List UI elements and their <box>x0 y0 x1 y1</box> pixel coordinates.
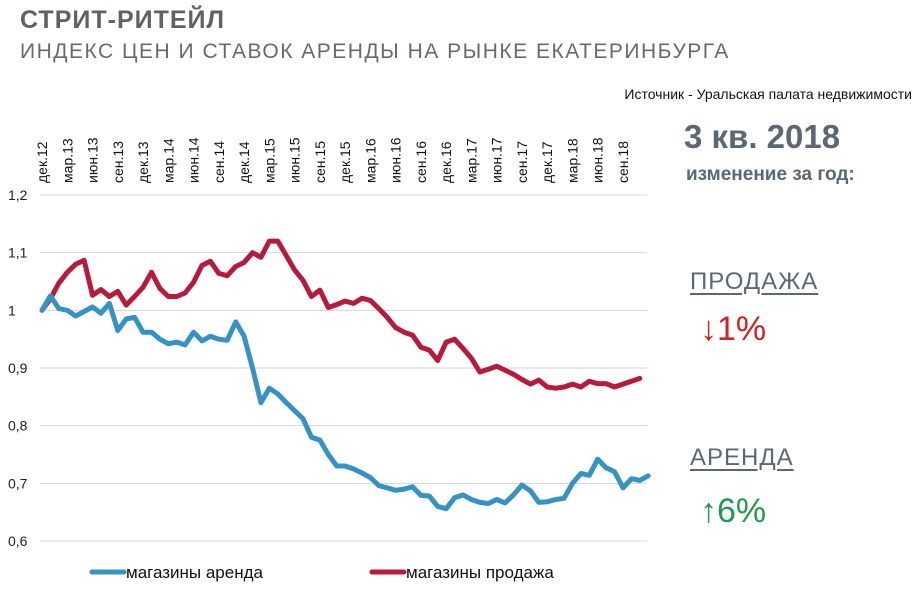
y-tick-label: 1,1 <box>8 245 28 261</box>
source-note: Источник - Уральская палата недвижимости <box>624 86 912 102</box>
x-tick-label: июн.14 <box>186 137 202 183</box>
change-label: изменение за год: <box>686 164 855 185</box>
series-line-rent <box>39 293 651 512</box>
page-title: СТРИТ-РИТЕЙЛ <box>20 6 226 34</box>
y-tick-label: 0,8 <box>8 418 28 434</box>
x-tick-label: сен.15 <box>312 141 328 183</box>
x-tick-label: июн.18 <box>590 137 606 183</box>
sale-change: ↓1% <box>700 310 766 349</box>
y-tick-label: 1 <box>8 302 16 318</box>
x-tick-label: мар.14 <box>160 138 176 183</box>
x-tick-label: мар.16 <box>362 138 378 183</box>
x-tick-label: июн.15 <box>287 137 303 183</box>
y-tick-label: 0,9 <box>8 360 28 376</box>
x-tick-label: дек.13 <box>135 141 151 183</box>
legend-label: магазины продажа <box>406 563 554 582</box>
x-tick-label: июн.17 <box>489 137 505 183</box>
series-line-sale <box>39 238 643 391</box>
period-label: 3 кв. 2018 <box>684 118 841 155</box>
x-tick-label: сен.13 <box>110 141 126 183</box>
x-tick-label: дек.12 <box>34 141 50 183</box>
y-tick-label: 0,6 <box>8 533 28 549</box>
sale-change-value: 1% <box>717 310 767 348</box>
x-tick-label: дек.15 <box>337 141 353 183</box>
x-tick-label: сен.16 <box>413 141 429 183</box>
x-tick-label: дек.17 <box>539 141 555 183</box>
x-tick-label: июн.16 <box>388 137 404 183</box>
page-subtitle: ИНДЕКС ЦЕН И СТАВОК АРЕНДЫ НА РЫНКЕ ЕКАТ… <box>20 40 730 63</box>
x-tick-label: мар.17 <box>463 138 479 183</box>
x-tick-label: мар.15 <box>261 138 277 183</box>
x-tick-label: сен.17 <box>514 141 530 183</box>
x-tick-label: дек.16 <box>438 141 454 183</box>
x-tick-label: дек.14 <box>236 141 252 183</box>
x-tick-label: сен.14 <box>211 141 227 183</box>
x-tick-label: сен.18 <box>615 141 631 183</box>
y-tick-label: 1,2 <box>8 187 28 203</box>
arrow-down-icon: ↓ <box>700 310 717 348</box>
arrow-up-icon: ↑ <box>700 492 717 530</box>
sale-heading: ПРОДАЖА <box>690 268 819 295</box>
rent-change-value: 6% <box>717 492 767 530</box>
x-tick-label: мар.18 <box>564 138 580 183</box>
y-tick-label: 0,7 <box>8 475 28 491</box>
x-tick-label: июн.13 <box>85 137 101 183</box>
rent-change: ↑6% <box>700 492 766 531</box>
rent-heading: АРЕНДА <box>690 444 794 471</box>
x-tick-label: мар.13 <box>59 138 75 183</box>
legend-label: магазины аренда <box>126 563 264 582</box>
